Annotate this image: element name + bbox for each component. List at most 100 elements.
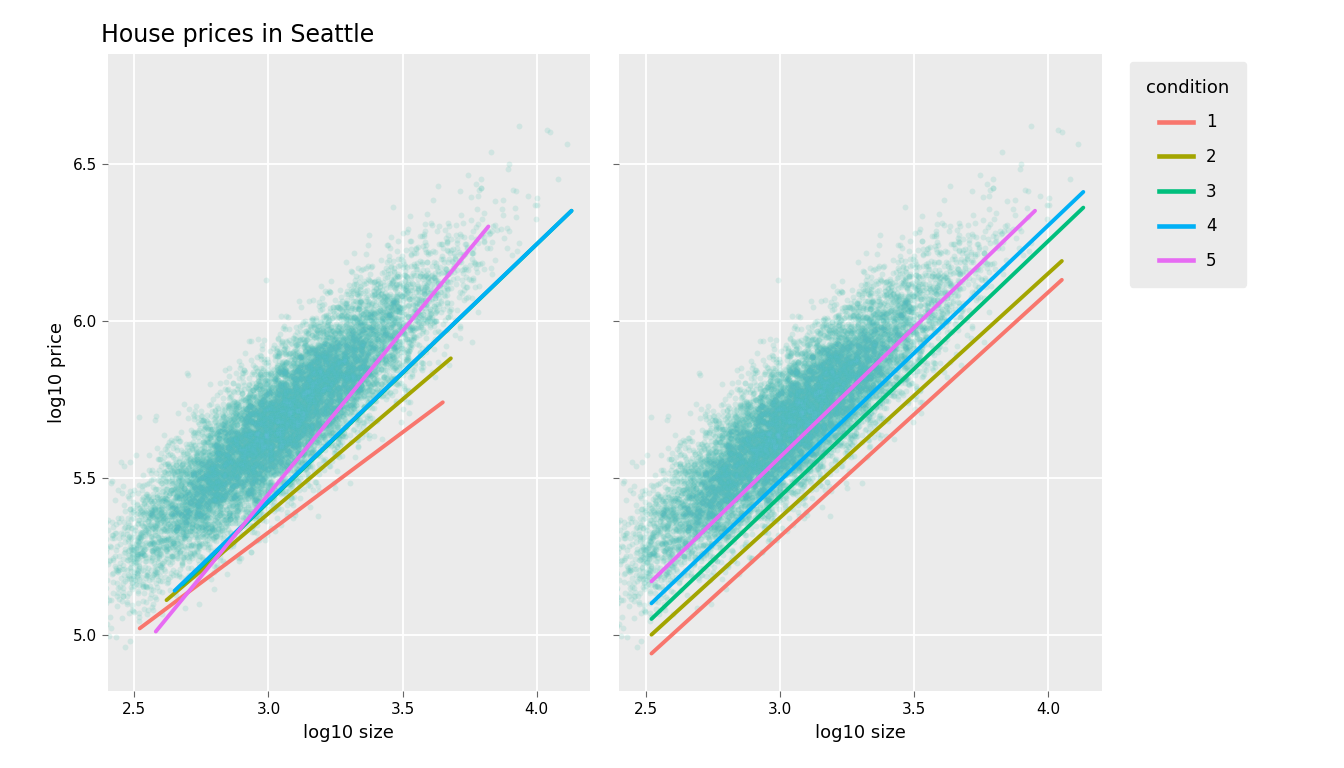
Point xyxy=(263,419,285,431)
Point xyxy=(190,472,211,485)
Point xyxy=(660,532,681,545)
Point xyxy=(187,445,208,457)
Point xyxy=(731,483,753,495)
Point xyxy=(757,510,778,522)
Point xyxy=(851,324,872,336)
Point xyxy=(763,418,785,430)
Point xyxy=(809,432,831,445)
Point xyxy=(741,445,762,457)
Point xyxy=(698,491,719,503)
Point xyxy=(769,449,790,461)
Point xyxy=(895,266,917,278)
Point xyxy=(757,417,778,429)
Point xyxy=(306,375,328,387)
Point xyxy=(712,495,734,508)
Point xyxy=(269,434,290,446)
Point xyxy=(833,363,855,376)
Point xyxy=(738,472,759,484)
Point xyxy=(207,498,228,511)
Point xyxy=(750,471,771,483)
Point xyxy=(739,398,761,410)
Point xyxy=(872,310,894,322)
Point xyxy=(383,340,405,353)
Point xyxy=(860,289,882,301)
Point xyxy=(187,427,208,439)
Point xyxy=(146,474,168,486)
Point xyxy=(704,413,726,425)
Point xyxy=(301,366,323,379)
Point xyxy=(218,451,239,463)
Point xyxy=(262,389,284,401)
Point xyxy=(694,485,715,497)
Point xyxy=(161,472,183,485)
Point xyxy=(398,300,419,313)
Point xyxy=(726,490,747,502)
Point xyxy=(948,274,969,286)
Point xyxy=(191,481,212,493)
Point xyxy=(228,435,250,447)
Point xyxy=(238,464,259,476)
Point xyxy=(739,455,761,468)
Point xyxy=(777,402,798,414)
Point xyxy=(883,326,905,338)
Point xyxy=(251,435,273,447)
Point xyxy=(831,382,852,394)
Point xyxy=(339,279,360,291)
Point xyxy=(884,371,906,383)
Point xyxy=(691,461,712,473)
Point xyxy=(302,405,324,417)
Point xyxy=(765,394,786,406)
Point xyxy=(159,520,180,532)
Point xyxy=(306,348,328,360)
Point xyxy=(841,374,863,386)
Point xyxy=(794,458,816,470)
Point xyxy=(308,418,329,430)
Point xyxy=(739,409,761,421)
Point xyxy=(239,449,261,461)
Point xyxy=(798,403,820,415)
Point xyxy=(821,367,843,379)
Point xyxy=(200,475,222,488)
Point xyxy=(929,316,950,328)
Point xyxy=(335,375,356,387)
Point xyxy=(781,377,802,389)
Point xyxy=(192,511,214,524)
Point xyxy=(665,518,687,531)
Point xyxy=(699,481,720,493)
Point xyxy=(81,613,102,625)
Point xyxy=(167,465,188,477)
Point xyxy=(782,407,804,419)
Point xyxy=(293,381,314,393)
Point xyxy=(782,416,804,429)
Point xyxy=(173,513,195,525)
Point xyxy=(277,415,298,427)
Point xyxy=(301,343,323,355)
Point xyxy=(911,371,933,383)
Point xyxy=(816,396,837,408)
Point xyxy=(324,345,345,357)
Point xyxy=(212,481,234,493)
Point xyxy=(727,363,749,376)
Point xyxy=(758,421,780,433)
Point xyxy=(173,531,195,544)
Point xyxy=(851,340,872,353)
Point xyxy=(656,500,677,512)
Point xyxy=(763,414,785,426)
Point xyxy=(750,456,771,468)
Point xyxy=(917,310,938,322)
Point xyxy=(255,422,277,434)
Point xyxy=(243,442,265,455)
Point xyxy=(731,506,753,518)
Point xyxy=(121,547,142,559)
Point xyxy=(220,482,242,495)
Point xyxy=(257,449,278,461)
Point xyxy=(723,445,745,457)
Point xyxy=(726,468,747,481)
Point xyxy=(683,484,704,496)
Point xyxy=(831,317,852,329)
Point xyxy=(257,409,278,421)
Point xyxy=(296,381,317,393)
Point xyxy=(1051,126,1073,138)
Point xyxy=(396,353,418,366)
Point xyxy=(329,403,351,415)
